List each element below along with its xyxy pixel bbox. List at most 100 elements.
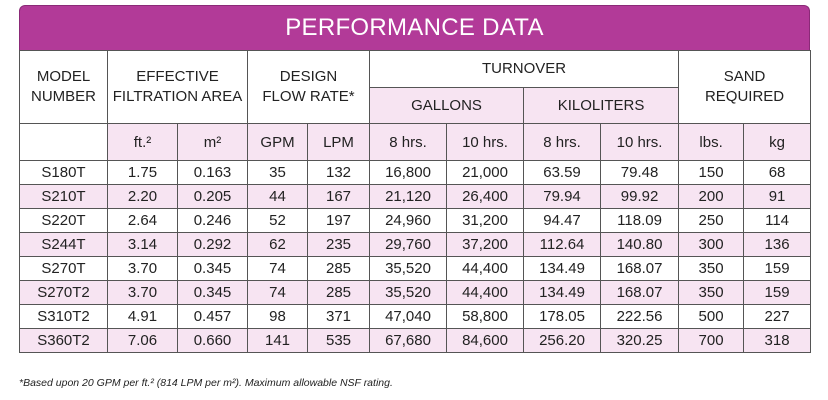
table-title: PERFORMANCE DATA — [285, 14, 544, 41]
table-cell: 0.457 — [177, 304, 248, 329]
table-cell: 141 — [247, 328, 308, 353]
table-cell: 0.292 — [177, 232, 248, 257]
header-sand-line2: REQUIRED — [704, 88, 785, 105]
table-cell: 44 — [247, 184, 308, 209]
table-cell: 67,680 — [369, 328, 448, 353]
model-number-cell: S244T — [19, 232, 108, 257]
table-cell: 29,760 — [369, 232, 448, 257]
table-cell: 21,120 — [369, 184, 448, 209]
table-cell: 3.14 — [107, 232, 178, 257]
table-cell: 2.20 — [107, 184, 178, 209]
header-flow-line1: DESIGN — [279, 68, 338, 85]
table-cell: 114 — [743, 208, 812, 233]
unit-cell: lbs. — [678, 123, 745, 161]
table-cell: 300 — [678, 232, 745, 257]
table-cell: 350 — [678, 256, 745, 281]
table-cell: 0.345 — [177, 280, 248, 305]
table-cell: 0.163 — [177, 160, 248, 185]
model-number-cell: S220T — [19, 208, 108, 233]
table-cell: 3.70 — [107, 280, 178, 305]
model-number-cell: S270T — [19, 256, 108, 281]
units-model-blank — [19, 123, 108, 161]
table-cell: 79.48 — [600, 160, 680, 185]
table-cell: 134.49 — [523, 256, 602, 281]
header-filtration-line1: EFFECTIVE — [136, 68, 219, 85]
table-cell: 500 — [678, 304, 745, 329]
table-cell: 150 — [678, 160, 745, 185]
table-cell: 21,000 — [446, 160, 525, 185]
table-cell: 44,400 — [446, 280, 525, 305]
table-cell: 200 — [678, 184, 745, 209]
table-cell: 235 — [306, 232, 371, 257]
table-cell: 250 — [678, 208, 745, 233]
header-row-2: GALLONS KILOLITERS — [20, 87, 811, 124]
model-number-cell: S180T — [19, 160, 108, 185]
unit-cell: GPM — [247, 123, 308, 161]
table-body: S180T 1.75 0.163 35 132 16,800 21,000 63.59 79.4… — [19, 160, 812, 353]
table-cell: 44,400 — [446, 256, 525, 281]
unit-cell: 10 hrs. — [446, 123, 525, 161]
table-cell: 99.92 — [600, 184, 680, 209]
table-cell: 74 — [247, 256, 308, 281]
footnote: *Based upon 20 GPM per ft.² (814 LPM per… — [19, 377, 393, 389]
header-flow-line2: FLOW RATE* — [262, 88, 355, 105]
table-cell: 136 — [743, 232, 812, 257]
header-effective-filtration-area: EFFECTIVE FILTRATION AREA — [107, 50, 248, 124]
header-filtration-line2: FILTRATION AREA — [112, 88, 243, 105]
table-cell: 178.05 — [523, 304, 602, 329]
title-banner: PERFORMANCE DATA — [19, 5, 810, 50]
table-cell: 159 — [743, 280, 812, 305]
model-number-cell: S310T2 — [19, 304, 108, 329]
table-cell: 318 — [743, 328, 812, 353]
table-cell: 112.64 — [523, 232, 602, 257]
model-number-cell: S270T2 — [19, 280, 108, 305]
table-row: S244T 3.14 0.292 62 235 29,760 37,200 112.64 140… — [19, 232, 812, 257]
table-cell: 37,200 — [446, 232, 525, 257]
table-cell: 132 — [306, 160, 371, 185]
performance-data-table-frame: PERFORMANCE DATA MODEL NUMBER EFFECTIVE … — [19, 5, 812, 353]
table-cell: 91 — [743, 184, 812, 209]
table-cell: 285 — [306, 280, 371, 305]
table-cell: 7.06 — [107, 328, 178, 353]
table-cell: 350 — [678, 280, 745, 305]
table-cell: 0.345 — [177, 256, 248, 281]
table-cell: 94.47 — [523, 208, 602, 233]
table-cell: 118.09 — [600, 208, 680, 233]
table-cell: 159 — [743, 256, 812, 281]
unit-cell: 10 hrs. — [600, 123, 680, 161]
unit-cell: kg — [743, 123, 812, 161]
table-cell: 371 — [306, 304, 371, 329]
header-sand-line1: SAND — [723, 68, 766, 85]
table-cell: 3.70 — [107, 256, 178, 281]
table-cell: 2.64 — [107, 208, 178, 233]
table-cell: 47,040 — [369, 304, 448, 329]
unit-cell: m² — [177, 123, 248, 161]
table-row: S360T2 7.06 0.660 141 535 67,680 84,600 256.20 3… — [19, 328, 812, 353]
header-design-flow-rate: DESIGN FLOW RATE* — [246, 50, 371, 124]
unit-cell: 8 hrs. — [369, 123, 448, 161]
table-cell: 79.94 — [523, 184, 602, 209]
units-row: ft.² m² GPM LPM 8 hrs. 10 hrs. 8 hrs. 10… — [19, 123, 812, 161]
header-model-line1: MODEL — [36, 68, 91, 85]
table-cell: 285 — [306, 256, 371, 281]
header-row-1: MODEL NUMBER EFFECTIVE FILTRATION AREA D… — [19, 50, 812, 124]
table-cell: 227 — [743, 304, 812, 329]
table-cell: 35 — [247, 160, 308, 185]
performance-table: MODEL NUMBER EFFECTIVE FILTRATION AREA D… — [19, 50, 812, 353]
table-cell: 320.25 — [600, 328, 680, 353]
table-row: S180T 1.75 0.163 35 132 16,800 21,000 63.59 79.4… — [19, 160, 812, 185]
table-cell: 167 — [306, 184, 371, 209]
table-cell: 700 — [678, 328, 745, 353]
table-cell: 0.660 — [177, 328, 248, 353]
table-cell: 4.91 — [107, 304, 178, 329]
header-gallons: GALLONS — [369, 87, 525, 124]
table-cell: 1.75 — [107, 160, 178, 185]
table-cell: 140.80 — [600, 232, 680, 257]
table-cell: 31,200 — [446, 208, 525, 233]
table-row: S270T 3.70 0.345 74 285 35,520 44,400 134.49 168… — [19, 256, 812, 281]
table-cell: 0.246 — [177, 208, 248, 233]
table-row: S310T2 4.91 0.457 98 371 47,040 58,800 178.05 22… — [19, 304, 812, 329]
table-row: S220T 2.64 0.246 52 197 24,960 31,200 94.47 118.… — [19, 208, 812, 233]
table-cell: 84,600 — [446, 328, 525, 353]
unit-cell: ft.² — [107, 123, 178, 161]
